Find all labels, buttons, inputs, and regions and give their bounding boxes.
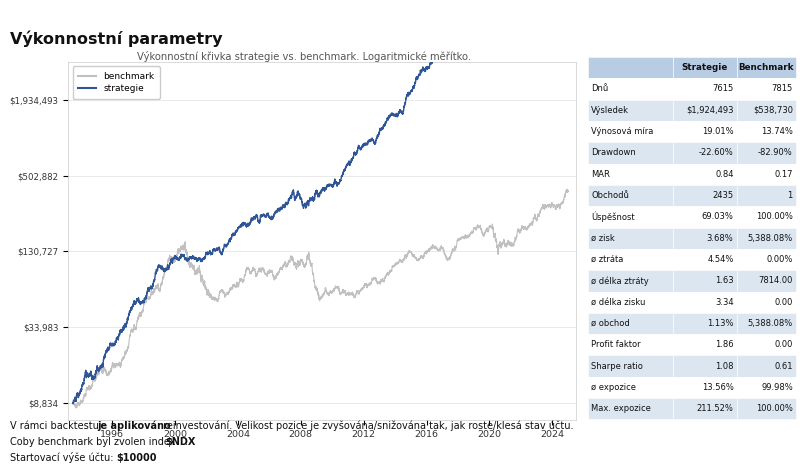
Text: Drawdown: Drawdown [591,148,636,157]
Text: Výkonnostní křivka strategie vs. benchmark. Logaritmické měřítko.: Výkonnostní křivka strategie vs. benchma… [137,51,471,62]
Text: 2435: 2435 [712,191,734,200]
Text: 1.86: 1.86 [715,340,734,349]
Text: Výnosová míra: Výnosová míra [591,127,654,136]
Text: Strategie: Strategie [682,63,728,72]
Text: V rámci backtestu: V rámci backtestu [10,421,102,431]
Text: 7615: 7615 [712,85,734,94]
Text: $1,924,493: $1,924,493 [686,106,734,115]
Text: Dnů: Dnů [591,85,609,94]
Text: Coby benchmark byl zvolen index: Coby benchmark byl zvolen index [10,437,178,447]
Text: 4.54%: 4.54% [707,255,734,264]
Text: $10000: $10000 [117,453,157,463]
Text: Sharpe ratio: Sharpe ratio [591,361,643,371]
Text: 1: 1 [787,191,793,200]
Text: 19.01%: 19.01% [702,127,734,136]
Text: Startovací výše účtu:: Startovací výše účtu: [10,452,116,463]
Text: 0.00%: 0.00% [766,255,793,264]
Text: Obchodů: Obchodů [591,191,629,200]
Text: ø zisk: ø zisk [591,234,615,243]
Text: 1.13%: 1.13% [707,319,734,328]
Text: 69.03%: 69.03% [702,212,734,221]
Text: 211.52%: 211.52% [697,404,734,413]
Text: 13.56%: 13.56% [702,383,734,392]
Text: 1.08: 1.08 [715,361,734,371]
Text: 3.68%: 3.68% [706,234,734,243]
Legend: benchmark, strategie: benchmark, strategie [73,66,160,99]
Text: je aplikováno: je aplikováno [97,421,170,431]
Text: 1.63: 1.63 [715,276,734,285]
Text: MAR: MAR [591,170,610,179]
Text: 7814.00: 7814.00 [758,276,793,285]
Text: Výkonnostní parametry: Výkonnostní parametry [10,31,222,48]
Text: $NDX: $NDX [165,437,195,447]
Text: .: . [185,437,188,447]
Text: 5,388.08%: 5,388.08% [747,319,793,328]
Text: .: . [146,453,149,463]
Text: ø ztráta: ø ztráta [591,255,623,264]
Text: ø obchod: ø obchod [591,319,630,328]
Text: Max. expozice: Max. expozice [591,404,651,413]
Text: 100.00%: 100.00% [756,212,793,221]
Text: Profit faktor: Profit faktor [591,340,641,349]
Text: -82.90%: -82.90% [758,148,793,157]
Text: $538,730: $538,730 [753,106,793,115]
Text: Benchmark: Benchmark [738,63,794,72]
Text: 3.34: 3.34 [715,298,734,307]
Text: 0.00: 0.00 [774,298,793,307]
Text: 100.00%: 100.00% [756,404,793,413]
Text: Výsledek: Výsledek [591,106,630,115]
Text: ø expozice: ø expozice [591,383,636,392]
Text: 0.17: 0.17 [774,170,793,179]
Text: Úspěšnost: Úspěšnost [591,212,635,222]
Text: 0.00: 0.00 [774,340,793,349]
Text: 99.98%: 99.98% [761,383,793,392]
Text: 7815: 7815 [771,85,793,94]
Text: ø délka ztráty: ø délka ztráty [591,276,649,285]
Text: 0.61: 0.61 [774,361,793,371]
Text: 5,388.08%: 5,388.08% [747,234,793,243]
Text: ø délka zisku: ø délka zisku [591,298,646,307]
Text: 0.84: 0.84 [715,170,734,179]
Text: -22.60%: -22.60% [698,148,734,157]
Text: 13.74%: 13.74% [761,127,793,136]
Text: reinvestování. Velikost pozice je zvyšována/snižována tak, jak roste/klesá stav : reinvestování. Velikost pozice je zvyšov… [160,421,574,431]
